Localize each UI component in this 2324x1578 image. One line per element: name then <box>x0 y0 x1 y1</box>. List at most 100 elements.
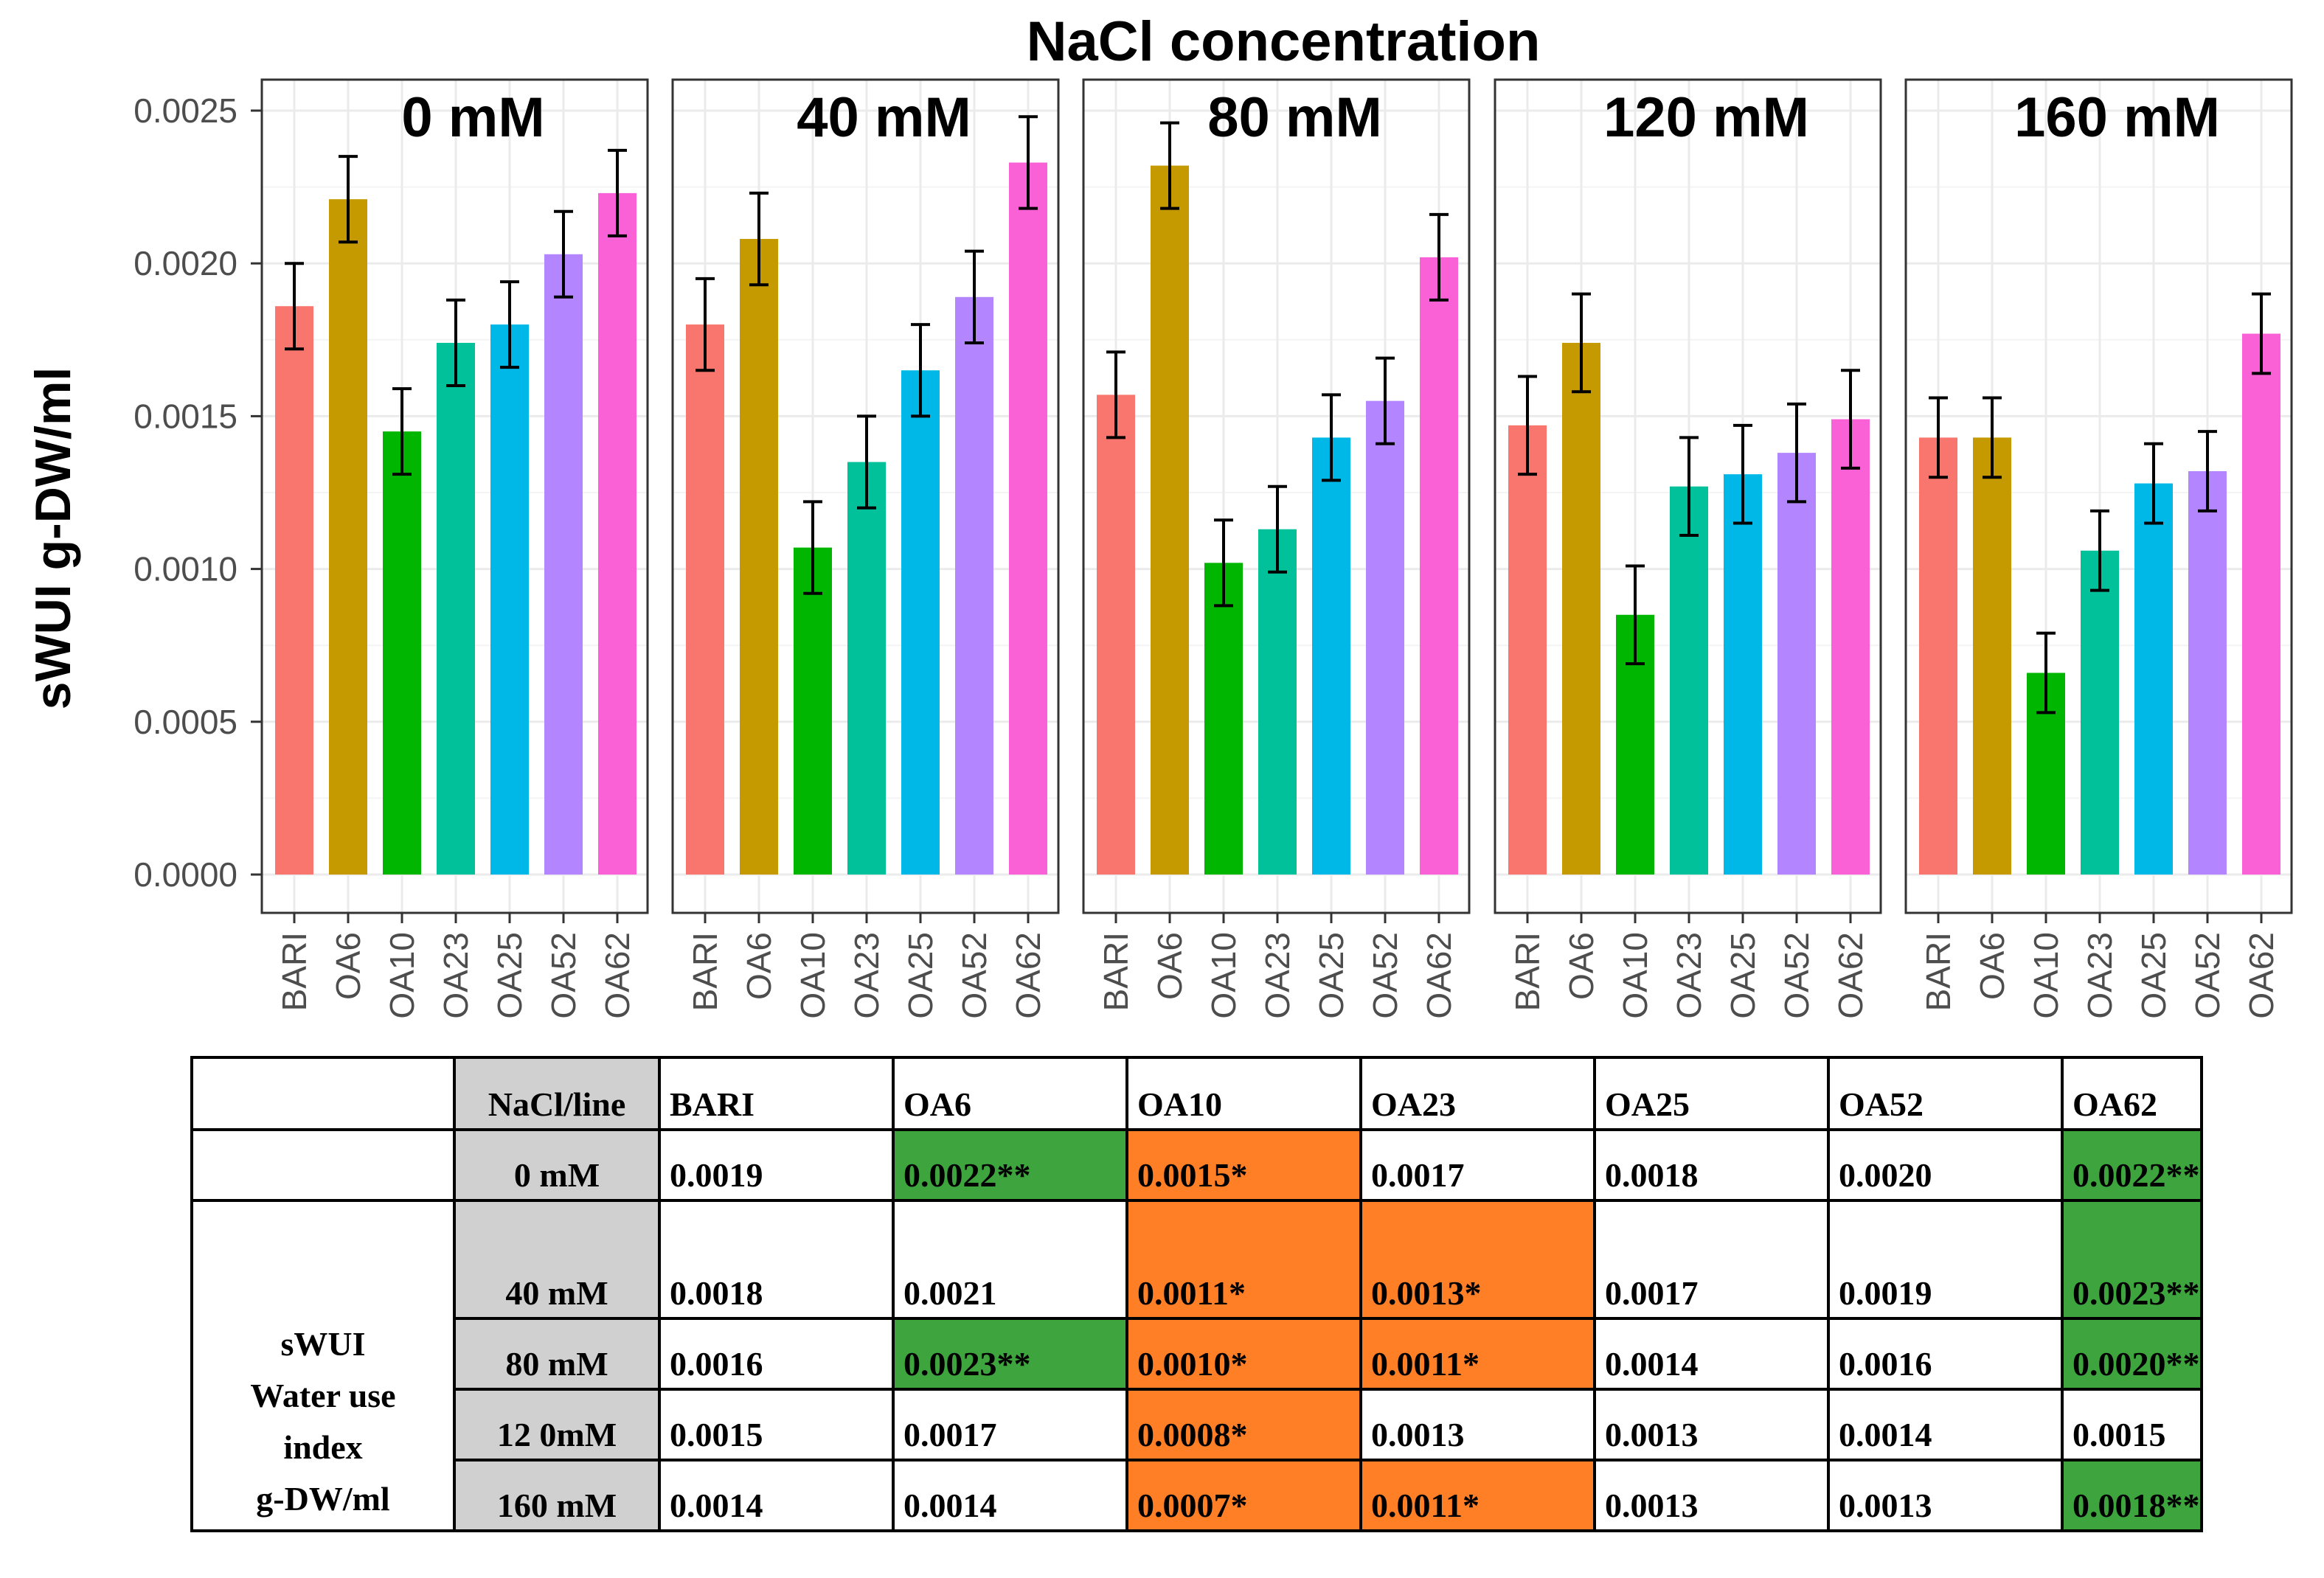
x-tick-label: OA62 <box>2242 932 2280 1019</box>
bar-OA10 <box>1204 563 1243 875</box>
facet-panel: BARI OA6 OA10 OA23 OA25 OA52 OA62 40 mM <box>671 78 1060 1019</box>
table-header-row: NaCl/line BARI OA6 OA10 OA23 OA25 OA52 OA62 <box>190 1056 2203 1131</box>
table-cell: 0.0013 <box>1827 1459 2064 1532</box>
table-header-corner: NaCl/line <box>453 1056 661 1131</box>
x-tick-label: BARI <box>686 932 724 1011</box>
table-cell: 0.0020 <box>1827 1128 2064 1202</box>
x-tick-label: OA25 <box>1312 932 1350 1019</box>
table-row: 0 mM 0.0019 0.0022** 0.0015* 0.0017 0.0018 0.0… <box>190 1128 2203 1202</box>
y-tick-label: 0.0000 <box>133 855 237 894</box>
bar-OA62 <box>2242 333 2280 875</box>
table-cell: 0.0021 <box>892 1199 1128 1320</box>
panel-border <box>1904 78 2293 914</box>
table-row-label: 0 mM <box>453 1128 661 1202</box>
panel-title: 40 mM <box>797 86 971 149</box>
bar-OA52 <box>1366 400 1404 875</box>
x-tick-label: OA52 <box>955 932 993 1019</box>
panel-border <box>1494 78 1882 914</box>
table-cell: 0.0023** <box>892 1317 1128 1391</box>
table-row: 160 mM 0.0014 0.0014 0.0007* 0.0011* 0.0013 0.… <box>192 1459 2203 1532</box>
bar-OA23 <box>2081 550 2119 875</box>
bar-OA52 <box>1777 453 1816 875</box>
bar-OA25 <box>1312 437 1350 875</box>
y-tick-label: 0.0025 <box>133 91 237 130</box>
x-tick-label: OA62 <box>598 932 637 1019</box>
row-group-label-line: g-DW/ml <box>256 1480 390 1518</box>
bar-OA6 <box>1973 437 2011 875</box>
x-tick-label: OA62 <box>1831 932 1870 1019</box>
table-cell: 0.0022** <box>892 1128 1128 1202</box>
bar-OA62 <box>1420 257 1458 875</box>
x-tick-label: BARI <box>1919 932 1957 1011</box>
table-cell: 0.0010* <box>1125 1317 1362 1391</box>
x-tick-label: BARI <box>275 932 313 1011</box>
x-tick-label: OA23 <box>1670 932 1708 1019</box>
x-tick-label: OA23 <box>2081 932 2119 1019</box>
table-cell: 0.0018 <box>658 1199 895 1320</box>
x-tick-label: OA25 <box>2134 932 2173 1019</box>
table-cell: 0.0008* <box>1125 1388 1362 1461</box>
x-tick-label: OA25 <box>490 932 529 1019</box>
bar-OA6 <box>740 239 778 875</box>
table-cell: 0.0019 <box>1827 1199 2064 1320</box>
table-header-cell: OA62 <box>2061 1056 2203 1131</box>
table-cell: 0.0019 <box>658 1128 895 1202</box>
y-tick-label: 0.0010 <box>133 550 237 588</box>
bar-OA10 <box>794 547 832 875</box>
table-row-label: 40 mM <box>453 1199 661 1320</box>
x-tick-label: OA23 <box>1258 932 1297 1019</box>
panel-border <box>671 78 1060 914</box>
bar-OA62 <box>1831 419 1870 875</box>
bar-BARI <box>686 324 724 875</box>
bar-OA25 <box>901 370 940 875</box>
table-cell: 0.0017 <box>1359 1128 1596 1202</box>
bar-BARI <box>1919 437 1957 875</box>
table-row-group-label: sWUI Water use index g-DW/ml <box>190 1199 456 1532</box>
facet-panel: BARI OA6 OA10 OA23 OA25 OA52 OA62 0 mM <box>260 78 649 1019</box>
x-tick-label: OA6 <box>1562 932 1600 1000</box>
bar-BARI <box>1097 394 1135 875</box>
table-header-cell: BARI <box>658 1056 895 1131</box>
table-cell: 0.0011* <box>1359 1317 1596 1391</box>
x-tick-label: OA10 <box>1616 932 1654 1019</box>
bar-OA52 <box>544 254 583 875</box>
facet-panel: BARI OA6 OA10 OA23 OA25 OA52 OA62 80 mM <box>1082 78 1471 1019</box>
bar-OA25 <box>1724 474 1762 875</box>
bar-OA6 <box>329 199 367 875</box>
table-row: sWUI Water use index g-DW/ml 40 mM 0.0018 0.00… <box>190 1199 2203 1532</box>
table-corner-cell <box>190 1056 456 1131</box>
table-cell: 0.0007* <box>1125 1459 1362 1532</box>
bar-BARI <box>1508 425 1547 875</box>
bar-OA23 <box>1670 486 1708 875</box>
panel-border <box>1082 78 1471 914</box>
bar-OA6 <box>1562 342 1600 875</box>
row-group-label-line: sWUI <box>280 1325 366 1363</box>
bar-OA23 <box>847 462 886 875</box>
panel-title: 120 mM <box>1603 86 1809 149</box>
summary-table: NaCl/line BARI OA6 OA10 OA23 OA25 OA52 OA62 0 mM… <box>190 1056 2203 1532</box>
table-cell: 0.0014 <box>892 1459 1128 1532</box>
facet-panel: BARI OA6 OA10 OA23 OA25 OA52 OA62 120 mM <box>1494 78 1882 1019</box>
table-cell: 0.0015 <box>2061 1388 2203 1461</box>
x-tick-label: OA62 <box>1420 932 1458 1019</box>
bar-OA62 <box>598 192 637 875</box>
y-axis: 0.0000 0.0005 0.0010 0.0015 0.0020 0.0025 <box>133 91 262 894</box>
x-tick-label: OA52 <box>1366 932 1404 1019</box>
table-blank-cell <box>190 1128 456 1202</box>
x-tick-label: BARI <box>1508 932 1547 1011</box>
table-cell: 0.0014 <box>1827 1388 2064 1461</box>
bar-OA23 <box>1258 529 1297 875</box>
table-row: 80 mM 0.0016 0.0023** 0.0010* 0.0011* 0.0014 0… <box>192 1317 2203 1391</box>
table-cell: 0.0011* <box>1125 1199 1362 1320</box>
y-tick-label: 0.0020 <box>133 244 237 282</box>
table-cell: 0.0011* <box>1359 1459 1596 1532</box>
bar-OA25 <box>490 324 529 875</box>
panel-border <box>260 78 649 914</box>
table-cell: 0.0013* <box>1359 1199 1596 1320</box>
table-cell: 0.0023** <box>2061 1199 2203 1320</box>
bar-chart: NaCl concentration sWUI g-DW/ml 0.00000.… <box>25 10 2293 1019</box>
table-header-cell: OA23 <box>1359 1056 1596 1131</box>
x-tick-label: OA25 <box>901 932 940 1019</box>
facet-panel: BARI OA6 OA10 OA23 OA25 OA52 OA62 160 mM <box>1904 78 2293 1019</box>
x-tick-label: OA6 <box>1973 932 2011 1000</box>
